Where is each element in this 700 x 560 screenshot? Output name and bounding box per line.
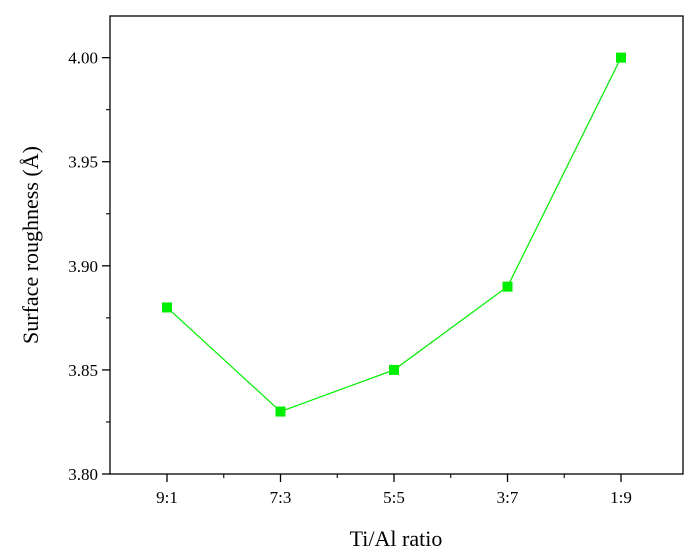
y-axis-ticks: 3.80 3.85 3.90 3.95 4.00 bbox=[68, 49, 110, 484]
x-axis-ticks: 9:1 7:3 5:5 3:7 1:9 bbox=[156, 474, 632, 507]
x-tick-label: 7:3 bbox=[270, 488, 292, 507]
x-tick-label: 5:5 bbox=[383, 488, 405, 507]
x-tick-label: 9:1 bbox=[156, 488, 178, 507]
x-tick-label: 1:9 bbox=[610, 488, 632, 507]
data-point-marker bbox=[162, 302, 172, 313]
data-point-marker bbox=[502, 281, 513, 292]
y-tick-label: 3.85 bbox=[68, 361, 98, 380]
y-tick-label: 3.80 bbox=[68, 465, 98, 484]
x-tick-label: 3:7 bbox=[497, 488, 519, 507]
x-axis-title: Ti/Al ratio bbox=[350, 526, 443, 551]
plot-frame bbox=[109, 15, 684, 475]
y-axis-title: Surface roughness (Å) bbox=[18, 146, 43, 344]
y-tick-label: 3.95 bbox=[68, 153, 98, 172]
y-tick-label: 3.90 bbox=[68, 257, 98, 276]
data-point-marker bbox=[275, 406, 286, 417]
data-point-marker bbox=[616, 52, 626, 63]
data-point-marker bbox=[389, 364, 399, 375]
y-tick-label: 4.00 bbox=[68, 49, 98, 68]
series-line bbox=[166, 57, 622, 413]
series-layer bbox=[162, 52, 626, 417]
